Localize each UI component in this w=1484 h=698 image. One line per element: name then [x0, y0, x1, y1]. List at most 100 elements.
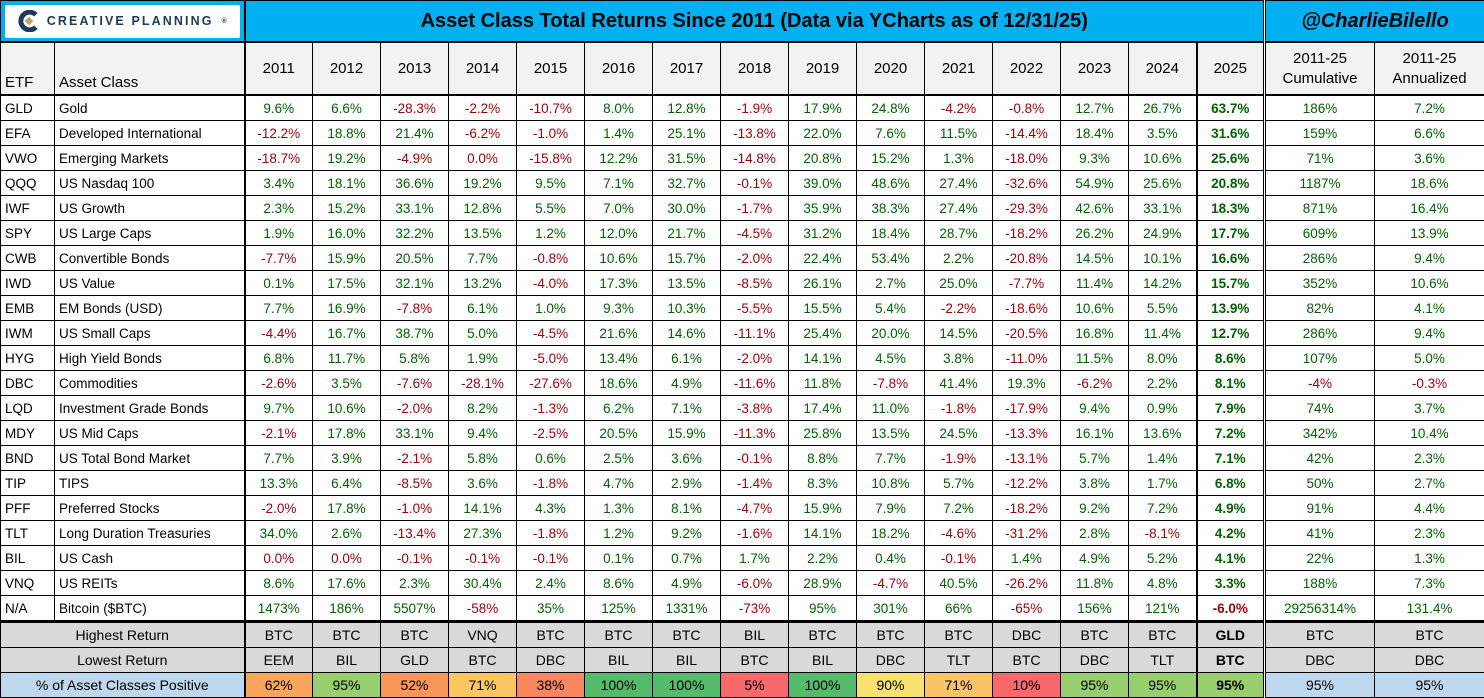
percent-positive-cell: 71%	[449, 673, 517, 698]
return-cell: 33.1%	[1129, 196, 1197, 221]
return-cell: 0.4%	[857, 546, 925, 571]
return-cell: 0.7%	[653, 546, 721, 571]
annualized-return-cell: 131.4%	[1375, 596, 1484, 622]
return-cell: 14.1%	[449, 496, 517, 521]
cumulative-return-cell: 29256314%	[1265, 596, 1375, 622]
final-year-return-cell: 4.2%	[1197, 521, 1265, 546]
return-cell: 39.0%	[789, 171, 857, 196]
return-cell: 12.0%	[585, 221, 653, 246]
return-cell: -13.8%	[721, 121, 789, 146]
return-cell: -13.1%	[993, 446, 1061, 471]
lowest-return-cell: EEM	[245, 648, 313, 673]
final-year-return-cell: 8.6%	[1197, 346, 1265, 371]
return-cell: -1.8%	[925, 396, 993, 421]
return-cell: -28.1%	[449, 371, 517, 396]
return-cell: 156%	[1061, 596, 1129, 622]
lowest-return-cell: DBC	[1265, 648, 1375, 673]
logo-cell: CREATIVE PLANNING®	[1, 1, 245, 43]
return-cell: 17.4%	[789, 396, 857, 421]
return-cell: 3.6%	[449, 471, 517, 496]
return-cell: 12.7%	[1061, 95, 1129, 121]
return-cell: -6.2%	[1061, 371, 1129, 396]
return-cell: 1.7%	[721, 546, 789, 571]
year-header-2021: 2021	[925, 42, 993, 95]
etf-cell: TLT	[1, 521, 55, 546]
return-cell: 25.4%	[789, 321, 857, 346]
return-cell: -32.6%	[993, 171, 1061, 196]
annualized-return-cell: 3.7%	[1375, 396, 1484, 421]
return-cell: 7.7%	[449, 246, 517, 271]
return-cell: 31.2%	[789, 221, 857, 246]
return-cell: 15.7%	[653, 246, 721, 271]
return-cell: 3.6%	[653, 446, 721, 471]
return-cell: -1.0%	[517, 121, 585, 146]
return-cell: -14.8%	[721, 146, 789, 171]
return-cell: 1.7%	[1129, 471, 1197, 496]
return-cell: -8.1%	[1129, 521, 1197, 546]
logo-trademark: ®	[222, 18, 227, 25]
return-cell: 36.6%	[381, 171, 449, 196]
year-header-2020: 2020	[857, 42, 925, 95]
highest-return-cell: BTC	[789, 622, 857, 648]
asset-class-cell: TIPS	[55, 471, 245, 496]
return-cell: 15.9%	[313, 246, 381, 271]
highest-return-cell: BTC	[1129, 622, 1197, 648]
return-cell: 6.6%	[313, 95, 381, 121]
return-cell: 10.1%	[1129, 246, 1197, 271]
return-cell: -12.2%	[993, 471, 1061, 496]
return-cell: -14.4%	[993, 121, 1061, 146]
return-cell: 3.5%	[313, 371, 381, 396]
return-cell: 2.3%	[381, 571, 449, 596]
asset-class-cell: US Small Caps	[55, 321, 245, 346]
return-cell: 48.6%	[857, 171, 925, 196]
return-cell: 11.5%	[925, 121, 993, 146]
return-cell: 125%	[585, 596, 653, 622]
return-cell: -11.0%	[993, 346, 1061, 371]
return-cell: -1.8%	[517, 471, 585, 496]
asset-class-cell: US Nasdaq 100	[55, 171, 245, 196]
return-cell: 20.5%	[381, 246, 449, 271]
lowest-return-cell: BTC	[1197, 648, 1265, 673]
lowest-return-cell: DBC	[1061, 648, 1129, 673]
return-cell: 31.5%	[653, 146, 721, 171]
return-cell: 0.1%	[585, 546, 653, 571]
return-cell: 1.4%	[1129, 446, 1197, 471]
annualized-header-line1: 2011-25	[1375, 49, 1484, 69]
return-cell: 54.9%	[1061, 171, 1129, 196]
return-cell: -2.6%	[245, 371, 313, 396]
return-cell: 17.6%	[313, 571, 381, 596]
annualized-return-cell: 10.4%	[1375, 421, 1484, 446]
return-cell: 15.2%	[313, 196, 381, 221]
return-cell: -6.0%	[721, 571, 789, 596]
return-cell: 34.0%	[245, 521, 313, 546]
highest-return-cell: BTC	[313, 622, 381, 648]
lowest-return-cell: BIL	[789, 648, 857, 673]
final-year-return-cell: 7.2%	[1197, 421, 1265, 446]
cumulative-return-cell: 342%	[1265, 421, 1375, 446]
return-cell: 8.1%	[653, 496, 721, 521]
return-cell: 22.4%	[789, 246, 857, 271]
cumulative-return-cell: 74%	[1265, 396, 1375, 421]
lowest-return-cell: TLT	[925, 648, 993, 673]
return-cell: 14.6%	[653, 321, 721, 346]
highest-return-cell: GLD	[1197, 622, 1265, 648]
etf-cell: GLD	[1, 95, 55, 121]
percent-positive-cell: 95%	[1197, 673, 1265, 698]
highest-return-cell: BTC	[1265, 622, 1375, 648]
return-cell: -13.4%	[381, 521, 449, 546]
return-cell: 18.4%	[857, 221, 925, 246]
percent-positive-cell: 38%	[517, 673, 585, 698]
lowest-return-cell: BTC	[449, 648, 517, 673]
annualized-column-header: 2011-25 Annualized	[1375, 42, 1484, 95]
final-year-return-cell: 20.8%	[1197, 171, 1265, 196]
percent-positive-cell: 100%	[653, 673, 721, 698]
return-cell: -1.3%	[517, 396, 585, 421]
table-title: Asset Class Total Returns Since 2011 (Da…	[245, 1, 1265, 43]
